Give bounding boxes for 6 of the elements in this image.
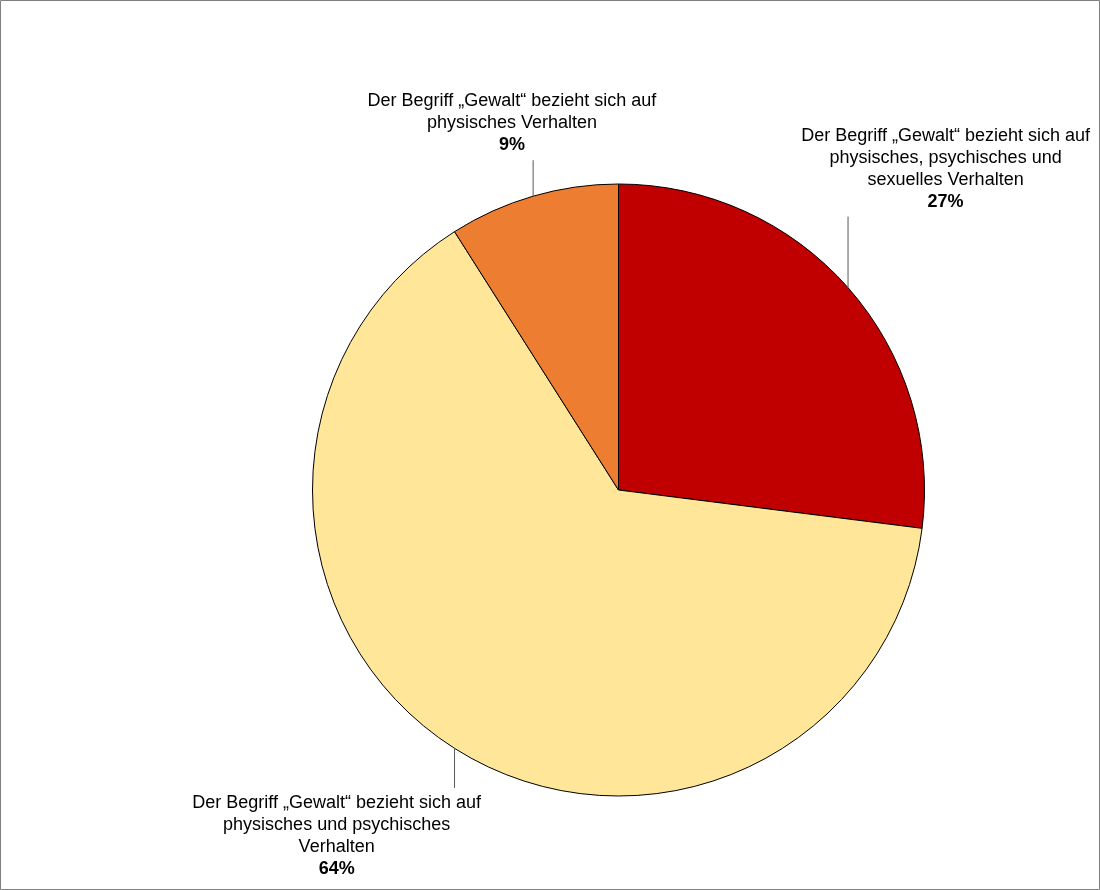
slice-label: Der Begriff „Gewalt“ bezieht sich auf physisches Verhalten	[367, 90, 658, 133]
slice-label: Der Begriff „Gewalt“ bezieht sich auf physisches und psychisches Verhalten	[192, 791, 483, 856]
data-label: 27%	[927, 190, 964, 211]
data-label: 64%	[318, 857, 355, 878]
slice-label: Der Begriff „Gewalt“ bezieht sich auf physisches, psychisches und sexuelles Verhalten	[801, 124, 1091, 189]
data-label: 9%	[498, 134, 525, 155]
